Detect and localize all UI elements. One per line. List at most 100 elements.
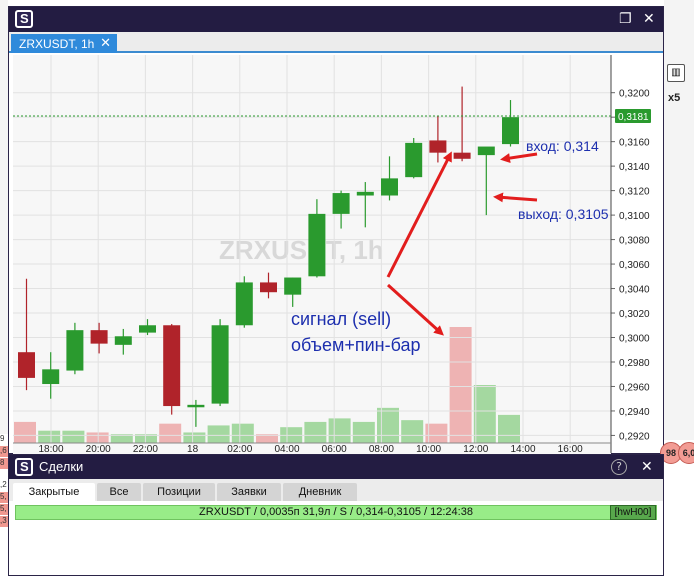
candle-body bbox=[114, 336, 132, 345]
help-icon[interactable]: ? bbox=[611, 459, 627, 475]
y-tick-label: 0,2980 bbox=[619, 358, 650, 369]
volume-bar bbox=[159, 423, 182, 443]
edge-bubble-2: 6,0 bbox=[678, 442, 694, 464]
volume-bar bbox=[14, 421, 36, 443]
y-tick-label: 0,3160 bbox=[619, 138, 650, 149]
volume-bar bbox=[62, 430, 85, 443]
candle-body bbox=[381, 178, 398, 196]
volume-bar bbox=[401, 420, 424, 443]
volume-bar bbox=[207, 425, 230, 443]
candle-body bbox=[429, 140, 447, 153]
tab-positions[interactable]: Позиции bbox=[143, 483, 215, 501]
y-tick-label: 0,2920 bbox=[619, 431, 650, 442]
deals-tabs: Закрытые Все Позиции Заявки Дневник bbox=[9, 479, 663, 501]
candle-body bbox=[18, 352, 35, 378]
y-tick-label: 0,3140 bbox=[619, 162, 650, 173]
x-tick-label: 04:00 bbox=[274, 444, 299, 455]
close-icon[interactable]: ✕ bbox=[643, 11, 655, 27]
candle-body bbox=[308, 213, 326, 277]
volume-bar bbox=[498, 414, 520, 443]
chart-tab-strip: ZRXUSDT, 1h ✕ bbox=[9, 32, 663, 53]
candle-body bbox=[332, 193, 350, 214]
volume-bar bbox=[86, 432, 109, 443]
deals-title-bar[interactable]: Сделки ? ✕ bbox=[9, 455, 663, 479]
candles-icon[interactable]: ▥ bbox=[667, 64, 685, 82]
edge-cell: ,2 bbox=[0, 480, 8, 491]
x-tick-label: 14:00 bbox=[510, 444, 535, 455]
y-tick-label: 0,3200 bbox=[619, 89, 650, 100]
y-tick-label: 0,3000 bbox=[619, 334, 650, 345]
x-tick-label: 02:00 bbox=[227, 444, 252, 455]
y-tick-label: 0,3100 bbox=[619, 211, 650, 222]
volume-bar bbox=[135, 434, 157, 443]
current-price-label: 0,3181 bbox=[618, 112, 649, 123]
volume-bar bbox=[425, 423, 448, 443]
chart-window: ❐ ✕ ZRXUSDT, 1h ✕ ZRXUSDT, 1h 0,3200 0,31… bbox=[8, 6, 664, 455]
y-tick-label: 0,3020 bbox=[619, 309, 650, 320]
signal-label: сигнал (sell) bbox=[291, 309, 391, 329]
x-tick-label: 10:00 bbox=[416, 444, 441, 455]
candle-body bbox=[66, 330, 84, 371]
y-tick-label: 0,2960 bbox=[619, 382, 650, 393]
current-price-layer: 0,3181 bbox=[13, 108, 651, 123]
exit-arrow bbox=[493, 192, 538, 203]
x-tick-label: 18 bbox=[187, 444, 199, 455]
tab-label: ZRXUSDT, 1h bbox=[19, 37, 95, 51]
candle-body bbox=[260, 282, 277, 293]
x-tick-label: 22:00 bbox=[133, 444, 158, 455]
candle-body bbox=[502, 117, 519, 145]
candle-body bbox=[477, 146, 495, 156]
deal-row[interactable]: ZRXUSDT / 0,0035п 31,9л / S / 0,314-0,31… bbox=[15, 505, 657, 520]
app-logo-icon bbox=[15, 458, 33, 476]
tab-closed[interactable]: Закрытые bbox=[13, 483, 95, 501]
candle-body bbox=[235, 282, 253, 326]
candles-layer bbox=[18, 86, 519, 427]
volume-bar bbox=[231, 423, 254, 443]
y-tick-label: 0,3120 bbox=[619, 187, 650, 198]
candle-body bbox=[453, 152, 471, 159]
annotation-layer: вход: 0,314 выход: 0,3105 сигнал (sell) … bbox=[291, 138, 609, 355]
candle-body bbox=[211, 325, 229, 404]
tab-zrxusdt[interactable]: ZRXUSDT, 1h ✕ bbox=[11, 34, 117, 53]
tab-journal[interactable]: Дневник bbox=[283, 483, 357, 501]
tab-all[interactable]: Все bbox=[97, 483, 141, 501]
current-price-badge bbox=[615, 108, 651, 123]
volume-bar bbox=[377, 407, 399, 443]
candle-body bbox=[139, 325, 156, 333]
signal-volume-arrow bbox=[386, 283, 444, 336]
candle-body bbox=[405, 142, 423, 178]
volume-bar bbox=[473, 385, 496, 443]
x-tick-label: 18:00 bbox=[38, 444, 63, 455]
deals-title: Сделки bbox=[39, 459, 84, 474]
candle-body bbox=[284, 277, 302, 295]
edge-cell: 5, bbox=[0, 504, 8, 515]
signal-sublabel: объем+пин-бар bbox=[291, 335, 421, 355]
edge-cell: ,3 bbox=[0, 516, 8, 527]
deal-tag: [hwH00] bbox=[610, 505, 656, 520]
volume-bar bbox=[256, 434, 278, 443]
tab-orders[interactable]: Заявки bbox=[217, 483, 281, 501]
maximize-icon[interactable]: ❐ bbox=[619, 11, 632, 27]
signal-pinbar-arrow bbox=[386, 151, 452, 278]
candle-body bbox=[163, 325, 181, 407]
y-tick-label: 0,3080 bbox=[619, 236, 650, 247]
x-tick-label: 08:00 bbox=[369, 444, 394, 455]
y-tick-label: 0,3040 bbox=[619, 285, 650, 296]
x-axis-labels: 18:00 20:00 22:00 18 02:00 04:00 06:00 08:00 10:… bbox=[13, 442, 611, 455]
tab-close-icon[interactable]: ✕ bbox=[100, 35, 111, 50]
y-tick-label: 0,2940 bbox=[619, 407, 650, 418]
candle-body bbox=[187, 404, 205, 408]
multiplier-label[interactable]: x5 bbox=[668, 92, 681, 104]
edge-cell: 8 bbox=[0, 458, 8, 469]
chart-title-bar[interactable]: ❐ ✕ bbox=[9, 7, 663, 32]
edge-cell: 5, bbox=[0, 492, 8, 503]
entry-arrow bbox=[500, 152, 538, 164]
app-logo-icon bbox=[15, 10, 33, 28]
volume-bar bbox=[183, 432, 206, 443]
volume-bar bbox=[304, 421, 327, 443]
close-icon[interactable]: ✕ bbox=[641, 459, 653, 475]
left-edge-background bbox=[0, 0, 8, 440]
x-tick-label: 20:00 bbox=[86, 444, 111, 455]
volume-bar bbox=[449, 327, 472, 443]
volume-bar bbox=[352, 421, 375, 443]
